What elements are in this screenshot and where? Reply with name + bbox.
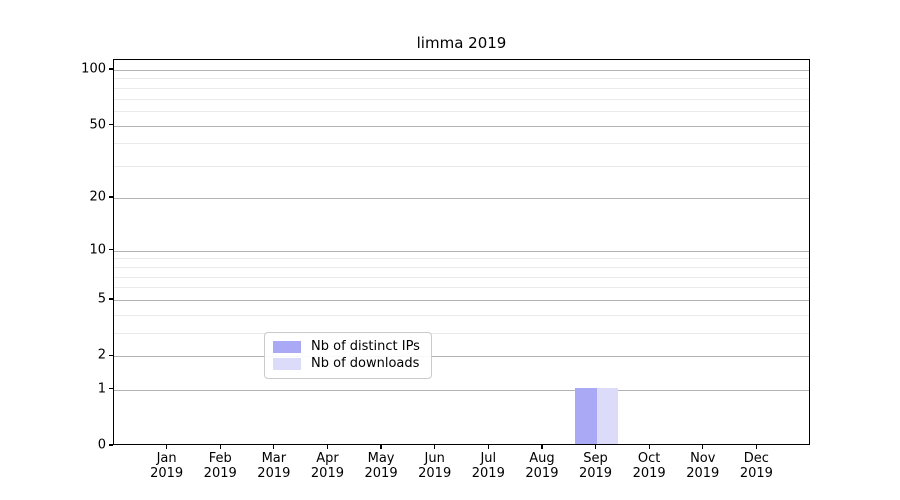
major-gridline (114, 69, 809, 71)
x-tick-label-line: 2019 (578, 465, 613, 481)
x-tick-label: Jun 2019 (418, 451, 452, 481)
major-gridline (114, 299, 809, 301)
x-tick-mark (219, 445, 221, 449)
bar-downloads (596, 387, 618, 444)
x-tick-mark (702, 445, 704, 449)
y-tick-label: 0 (97, 437, 106, 453)
minor-gridline (114, 314, 809, 316)
legend-swatch-distinct-ips-icon (273, 341, 301, 353)
y-tick-label: 2 (97, 347, 106, 363)
x-tick-label-line: Jul (480, 451, 497, 466)
x-tick-label: Mar 2019 (257, 451, 291, 481)
x-tick-label-line: 2019 (739, 465, 773, 481)
y-tick-label: 5 (97, 291, 106, 307)
x-tick-mark (487, 445, 489, 449)
minor-gridline (114, 143, 809, 145)
x-tick-label-line: 2019 (257, 465, 291, 481)
x-tick-label-line: 2019 (150, 465, 184, 481)
major-gridline (114, 125, 809, 127)
legend-item-downloads: Nb of downloads (273, 357, 423, 371)
minor-gridline (114, 166, 809, 168)
x-tick-mark (648, 445, 650, 449)
y-tick-mark (109, 123, 113, 126)
x-tick-label-line: 2019 (471, 465, 505, 481)
x-tick-mark (380, 445, 382, 449)
minor-gridline (114, 276, 809, 278)
x-tick-label: Jul 2019 (471, 451, 505, 481)
x-tick-label-line: 2019 (203, 465, 237, 481)
legend-swatch-downloads-icon (273, 358, 301, 370)
y-tick-mark (109, 354, 113, 357)
x-tick-mark (165, 445, 168, 449)
x-tick-label-line: 2019 (364, 465, 398, 481)
x-tick-mark (541, 445, 543, 449)
minor-gridline (114, 87, 809, 89)
x-tick-mark (594, 445, 597, 449)
minor-gridline (114, 110, 809, 112)
x-tick-label-line: May (367, 451, 395, 466)
x-tick-mark (755, 445, 758, 449)
x-tick-label: Oct 2019 (632, 451, 666, 481)
major-gridline (114, 197, 809, 199)
y-tick-mark (109, 68, 113, 70)
x-tick-label: Aug 2019 (525, 451, 559, 481)
x-tick-mark (273, 445, 275, 449)
major-gridline (114, 389, 809, 391)
major-gridline (114, 356, 809, 358)
x-tick-label: Sep 2019 (578, 451, 613, 481)
x-tick-label-line: Mar (261, 451, 287, 466)
minor-gridline (114, 287, 809, 289)
x-tick-mark (434, 445, 436, 449)
major-gridline (114, 250, 809, 252)
minor-gridline (114, 98, 809, 100)
x-tick-label: Dec 2019 (739, 451, 773, 481)
x-tick-mark (326, 445, 329, 449)
x-tick-label-line: 2019 (686, 465, 720, 481)
y-tick-label: 1 (97, 381, 106, 396)
minor-gridline (114, 258, 809, 260)
y-tick-label: 50 (89, 117, 106, 133)
x-tick-label-line: Jun (424, 451, 445, 466)
y-tick-mark (109, 196, 113, 198)
x-tick-label-line: Sep (583, 451, 608, 466)
legend-label-distinct-ips: Nb of distinct IPs (311, 339, 420, 354)
x-tick-label-line: Dec (743, 451, 769, 466)
x-tick-label-line: Jan (156, 451, 177, 466)
y-tick-mark (109, 387, 113, 390)
x-tick-label-line: Aug (529, 451, 555, 466)
x-tick-label: May 2019 (364, 451, 398, 481)
legend: Nb of distinct IPs Nb of downloads (264, 332, 432, 379)
x-tick-label: Nov 2019 (686, 451, 720, 481)
x-tick-label-line: Feb (208, 451, 232, 466)
x-tick-label: Feb 2019 (203, 451, 237, 481)
x-tick-label-line: Oct (637, 451, 661, 466)
y-tick-label: 100 (81, 61, 106, 77)
y-tick-mark (109, 444, 113, 446)
minor-gridline (114, 78, 809, 80)
legend-item-distinct-ips: Nb of distinct IPs (273, 340, 423, 354)
x-tick-label-line: 2019 (310, 465, 344, 481)
x-tick-label-line: 2019 (418, 465, 452, 481)
x-tick-label: Apr 2019 (310, 451, 344, 481)
y-tick-mark (109, 248, 113, 251)
minor-gridline (114, 266, 809, 268)
minor-gridline (114, 333, 809, 335)
x-tick-label-line: 2019 (525, 465, 559, 481)
y-tick-label: 20 (89, 189, 106, 205)
y-tick-label: 10 (89, 242, 106, 258)
x-tick-label: Jan 2019 (150, 451, 184, 481)
legend-label-downloads: Nb of downloads (311, 356, 420, 371)
x-tick-label-line: Nov (690, 451, 716, 466)
plot-area (113, 59, 810, 445)
bar-distinct-ips (575, 387, 597, 444)
x-tick-label-line: Apr (316, 451, 339, 466)
chart-title: limma 2019 (416, 34, 507, 52)
y-tick-mark (109, 298, 113, 300)
x-tick-label-line: 2019 (632, 465, 666, 481)
